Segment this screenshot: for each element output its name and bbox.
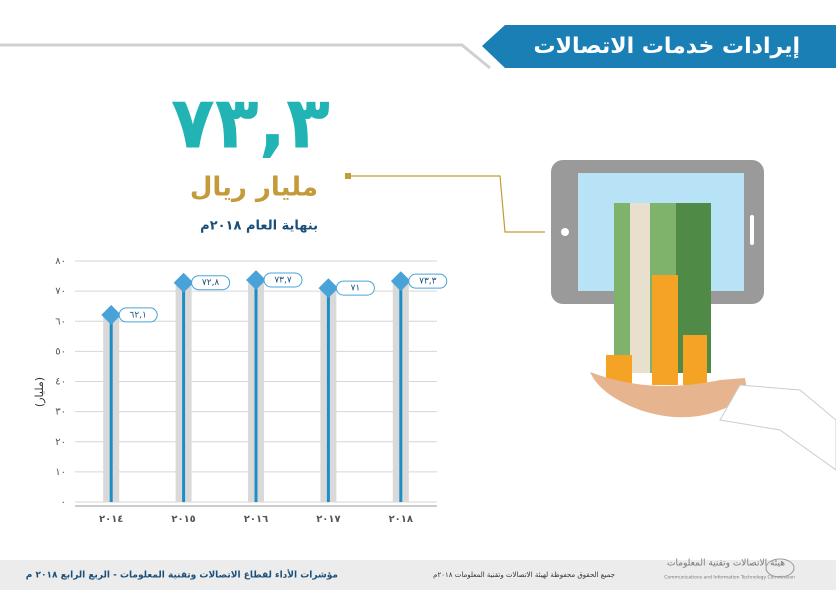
headline-unit: مليار ريال [190, 173, 318, 203]
footer-center: جميع الحقوق محفوظة لهيئة الاتصالات وتقني… [433, 571, 615, 579]
value-label-box [263, 272, 303, 288]
logo-mark [765, 558, 795, 578]
bar-marker [246, 270, 266, 290]
x-tick-label: ٢٠١٨ [389, 514, 413, 525]
x-tick-label: ٢٠١٤ [99, 514, 123, 525]
x-tick-label: ٢٠١٥ [171, 514, 195, 525]
x-tick-label: ٢٠١٦ [244, 514, 268, 525]
value-label-box [408, 273, 448, 289]
bar-marker [390, 271, 411, 292]
y-tick-label: ٨٠ [55, 256, 66, 267]
value-label-box [335, 280, 375, 296]
bar-marker [318, 278, 339, 299]
y-tick-label: ٧٠ [55, 286, 66, 297]
value-label-box [118, 307, 158, 323]
value-label: ٦٢,١ [130, 310, 147, 320]
connector-dot [345, 173, 351, 179]
bar-marker [101, 305, 122, 325]
chart: ٠ ١٠ ٢٠ ٣٠ ٤٠ ٥٠ ٦٠ ٧٠ ٨٠ ٢٠١٤ ٦٢,١ ٢٠١٥ ٧٢,٨ ٢٠١٦ ٧٣,… [55, 256, 448, 525]
y-tick-label: ٠ [61, 497, 66, 508]
logo-ar: هيئة الاتصالات وتقنية المعلومات [667, 559, 785, 569]
y-tick-label: ٢٠ [55, 437, 66, 448]
value-label-box [191, 275, 231, 291]
header-title: إيرادات خدمات الاتصالات [534, 34, 800, 59]
headline-note: بنهاية العام ٢٠١٨م [200, 219, 318, 234]
y-axis-label: (مليار) [33, 377, 46, 407]
y-tick-label: ١٠ [55, 467, 66, 478]
footer-left: مؤشرات الأداء لقطاع الاتصالات وتقنية الم… [26, 569, 338, 581]
value-label: ٧٢,٨ [202, 278, 220, 288]
y-tick-label: ٥٠ [55, 346, 66, 357]
headline-value: ٧٣,٣ [171, 81, 330, 165]
value-label: ٧٣,٣ [419, 277, 437, 287]
illustration [551, 160, 836, 471]
connector [348, 175, 545, 233]
footer-band [0, 560, 836, 590]
value-label: ٧٣,٧ [274, 275, 292, 285]
bar-marker [173, 272, 194, 293]
y-tick-label: ٦٠ [55, 316, 66, 327]
y-tick-label: ٤٠ [55, 377, 66, 388]
y-tick-label: ٣٠ [55, 407, 66, 418]
header-rule [0, 43, 491, 70]
x-tick-label: ٢٠١٧ [316, 514, 340, 525]
logo-en: Communications and Information Technolog… [664, 575, 795, 581]
value-label: ٧١ [351, 284, 361, 294]
header-banner [482, 25, 836, 68]
